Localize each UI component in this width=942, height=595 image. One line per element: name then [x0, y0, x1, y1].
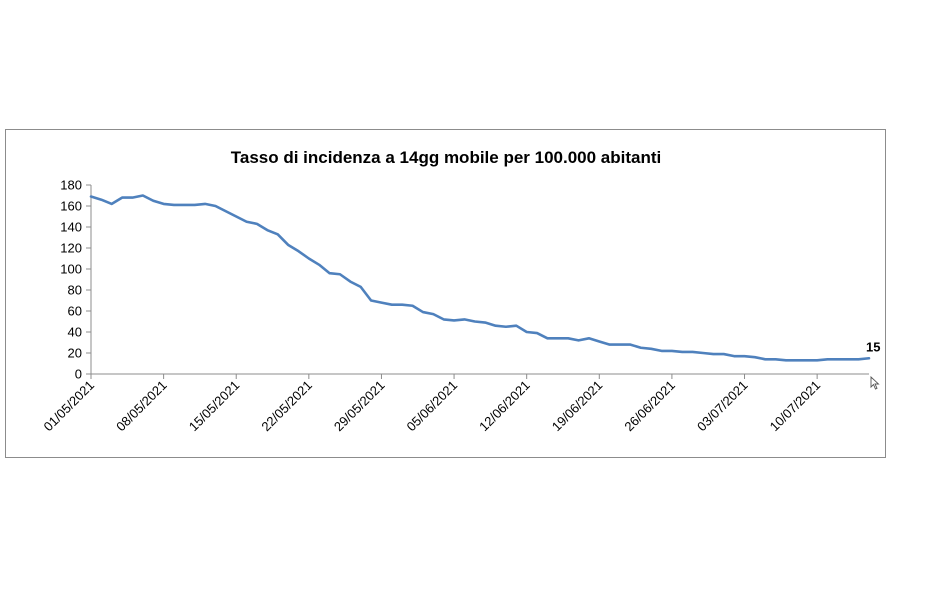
- series-line: [89, 194, 871, 362]
- x-tick-label: 10/07/2021: [767, 378, 824, 435]
- y-tick-label: 40: [68, 325, 82, 340]
- y-tick-label: 100: [60, 262, 82, 277]
- x-tick-label: 01/05/2021: [40, 378, 97, 435]
- y-tick-label: 180: [60, 178, 82, 193]
- y-tick-label: 120: [60, 241, 82, 256]
- last-value-label: 15: [866, 339, 880, 354]
- x-tick-label: 29/05/2021: [331, 378, 388, 435]
- x-tick-label: 03/07/2021: [694, 378, 751, 435]
- y-axis-ticks: 0 20 40 60 80 100 120 140 160 180: [60, 178, 91, 382]
- chart-title: Tasso di incidenza a 14gg mobile per 100…: [231, 148, 662, 167]
- y-tick-label: 140: [60, 220, 82, 235]
- y-tick-label: 0: [75, 367, 82, 382]
- x-tick-label: 08/05/2021: [113, 378, 170, 435]
- x-tick-label: 05/06/2021: [404, 378, 461, 435]
- y-tick-label: 20: [68, 346, 82, 361]
- x-axis-ticks: 01/05/2021 08/05/2021 15/05/2021 22/05/2021…: [40, 374, 823, 434]
- x-tick-label: 15/05/2021: [186, 378, 243, 435]
- x-tick-label: 19/06/2021: [549, 378, 606, 435]
- x-tick-label: 12/06/2021: [476, 378, 533, 435]
- x-tick-label: 22/05/2021: [258, 378, 315, 435]
- x-tick-label: 26/06/2021: [621, 378, 678, 435]
- mouse-cursor-icon: [870, 376, 880, 390]
- line-chart: Tasso di incidenza a 14gg mobile per 100…: [40, 148, 880, 434]
- y-tick-label: 160: [60, 199, 82, 214]
- chart-frame: Tasso di incidenza a 14gg mobile per 100…: [5, 129, 886, 458]
- y-tick-label: 80: [68, 283, 82, 298]
- y-tick-label: 60: [68, 304, 82, 319]
